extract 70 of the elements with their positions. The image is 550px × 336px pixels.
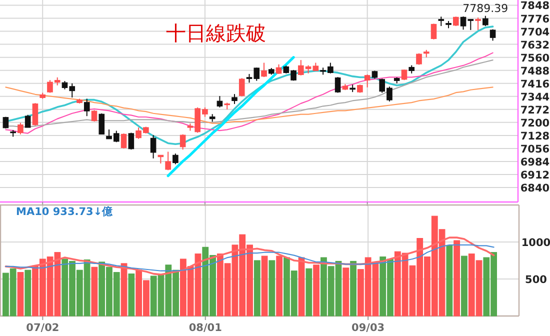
candlestick bbox=[98, 112, 105, 135]
line-series bbox=[5, 244, 494, 272]
y-tick-label: 7128 bbox=[520, 130, 550, 142]
line-series bbox=[166, 56, 295, 178]
bar bbox=[120, 263, 128, 316]
y-tick-label: 7560 bbox=[520, 52, 550, 64]
bar bbox=[276, 256, 283, 316]
annotation: 7789.39 bbox=[462, 2, 508, 15]
bar bbox=[454, 240, 460, 316]
bar bbox=[306, 268, 312, 316]
candlestick bbox=[84, 98, 90, 117]
bar bbox=[91, 266, 98, 316]
candlestick bbox=[482, 15, 488, 27]
candlestick bbox=[475, 17, 481, 31]
bar bbox=[350, 260, 356, 316]
x-tick-label: 07/02 bbox=[26, 322, 60, 334]
y-tick-label: 7632 bbox=[520, 39, 550, 52]
y-tick-label: 6840 bbox=[520, 182, 550, 195]
candlestick bbox=[438, 16, 444, 27]
candlestick bbox=[453, 16, 459, 27]
bar bbox=[298, 257, 305, 316]
y-tick-label: 7272 bbox=[520, 104, 550, 116]
candlestick bbox=[91, 110, 98, 122]
bar bbox=[461, 256, 468, 316]
candlestick bbox=[216, 96, 223, 108]
candlestick bbox=[32, 102, 38, 126]
candlestick bbox=[180, 134, 186, 150]
y-tick-label: 7416 bbox=[520, 78, 550, 90]
x-tick-label: 08/01 bbox=[188, 322, 222, 334]
bar bbox=[342, 268, 350, 316]
y-tick-label: 7200 bbox=[520, 117, 550, 130]
candlestick bbox=[401, 69, 408, 81]
candlestick bbox=[276, 64, 282, 74]
line-series bbox=[5, 86, 494, 124]
y-tick-label: 7488 bbox=[520, 65, 550, 78]
bar bbox=[17, 272, 24, 316]
candlestick bbox=[261, 62, 267, 78]
y-tick-label: 7056 bbox=[520, 143, 550, 156]
y-tick-label: 6984 bbox=[520, 156, 550, 168]
bar bbox=[24, 270, 32, 316]
candlestick bbox=[172, 153, 178, 165]
y-tick-label: 7848 bbox=[520, 0, 550, 12]
line-series bbox=[5, 52, 494, 134]
bar bbox=[128, 274, 135, 316]
line-series bbox=[4, 236, 495, 276]
annotation: MA10 933.73↓億 bbox=[16, 205, 114, 218]
annotation: 十日線跌破 bbox=[166, 21, 266, 45]
y-tick-label: 7344 bbox=[520, 91, 550, 104]
y-tick-label: 500 bbox=[525, 274, 547, 286]
bar bbox=[268, 260, 276, 316]
candlestick bbox=[165, 151, 171, 171]
y-tick-label: 7704 bbox=[520, 26, 550, 38]
candlestick bbox=[334, 76, 341, 94]
bar bbox=[313, 264, 320, 316]
candlestick bbox=[364, 74, 370, 88]
candlestick bbox=[430, 23, 437, 40]
candlestick bbox=[150, 134, 156, 159]
bar bbox=[254, 260, 260, 316]
candlestick bbox=[24, 114, 31, 128]
candlestick bbox=[128, 132, 134, 150]
x-tick-label: 09/03 bbox=[352, 322, 385, 334]
bar bbox=[261, 256, 268, 316]
y-tick-label: 7776 bbox=[520, 13, 550, 26]
y-tick-label: 6912 bbox=[520, 170, 550, 182]
bar bbox=[446, 245, 453, 316]
candlestick bbox=[18, 122, 24, 135]
candlestick bbox=[232, 94, 238, 104]
candlestick bbox=[238, 78, 245, 97]
candlestick bbox=[120, 132, 127, 149]
y-tick-label: 1000 bbox=[521, 237, 550, 249]
